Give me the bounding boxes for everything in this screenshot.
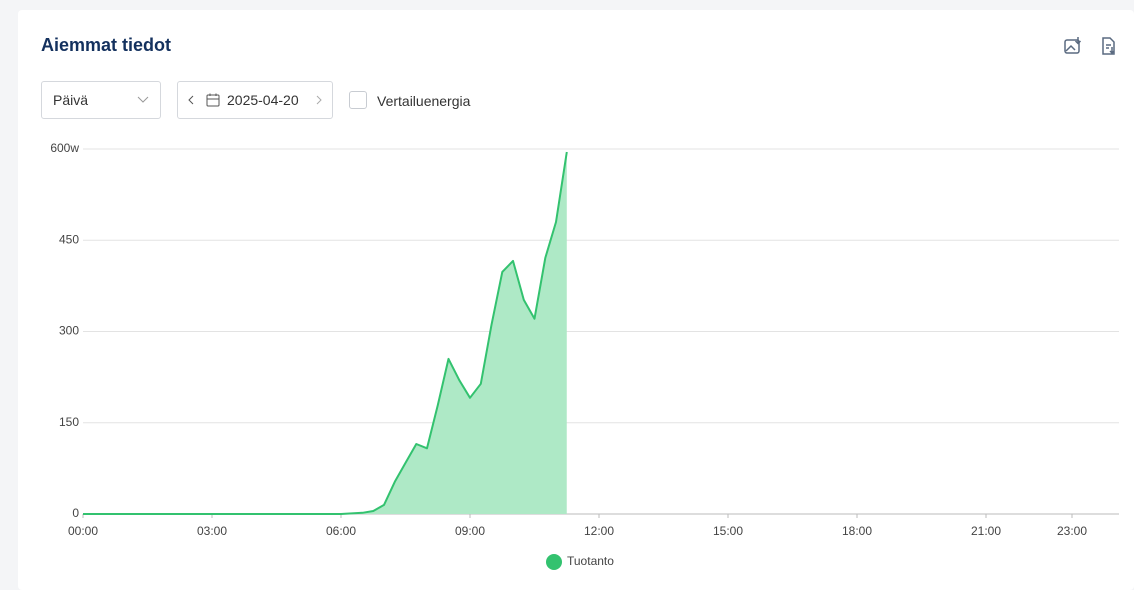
line bbox=[83, 151, 568, 515]
legend-label: Tuotanto bbox=[567, 554, 614, 568]
compare-checkbox[interactable] bbox=[349, 91, 367, 109]
x-tick-label: 03:00 bbox=[197, 524, 227, 538]
x-tick-label: 00:00 bbox=[68, 524, 98, 538]
next[interactable] bbox=[315, 94, 323, 106]
x-tick-label: 21:00 bbox=[971, 524, 1001, 538]
y-tick-label: 0 bbox=[72, 506, 79, 520]
x-tick-label: 12:00 bbox=[584, 524, 614, 538]
download-file[interactable] bbox=[1099, 36, 1119, 56]
y-tick-label: 600w bbox=[50, 141, 79, 155]
x-tick-label: 06:00 bbox=[326, 524, 356, 538]
y-tick-label: 450 bbox=[59, 232, 79, 246]
date-picker[interactable]: 2025-04-20 bbox=[177, 81, 333, 119]
x-tick-label: 23:00 bbox=[1057, 524, 1087, 538]
download-image[interactable] bbox=[1063, 36, 1083, 56]
x-tick-label: 18:00 bbox=[842, 524, 872, 538]
compare-label: Vertailuenergia bbox=[377, 93, 471, 109]
page-title: Aiemmat tiedot bbox=[41, 35, 172, 55]
x-tick-label: 09:00 bbox=[455, 524, 485, 538]
area bbox=[83, 152, 567, 514]
period-select[interactable]: Päivä bbox=[41, 81, 161, 119]
calendar-icon bbox=[206, 93, 220, 107]
y-tick-label: 150 bbox=[59, 415, 79, 429]
legend-marker bbox=[546, 554, 562, 570]
period-value: Päivä bbox=[53, 92, 89, 108]
prev[interactable] bbox=[187, 94, 195, 106]
y-tick-label: 300 bbox=[59, 324, 79, 338]
x-tick-label: 15:00 bbox=[713, 524, 743, 538]
chevron bbox=[137, 96, 149, 103]
date-value: 2025-04-20 bbox=[227, 92, 299, 108]
